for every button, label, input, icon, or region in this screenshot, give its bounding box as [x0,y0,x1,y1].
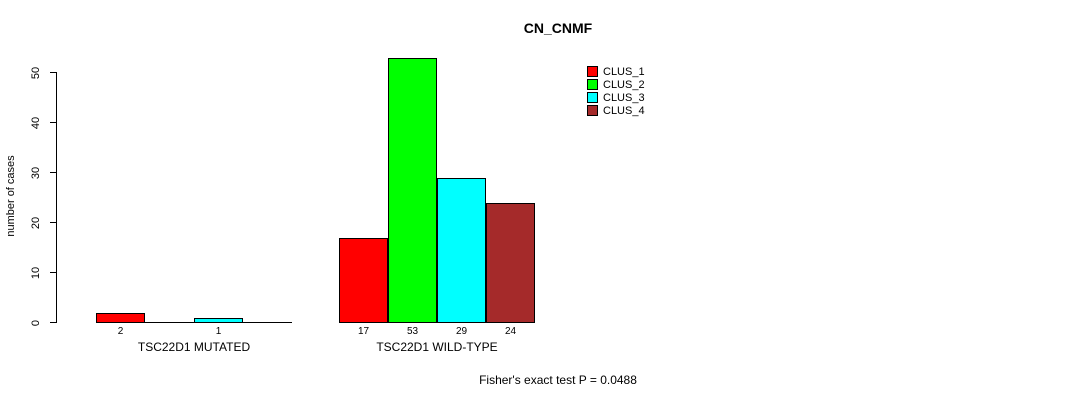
zero-bar-clus_4-tsc22d1-mutated [243,322,292,323]
y-axis-label: number of cases [5,155,17,237]
bar-count-label: 17 [357,326,370,337]
legend-swatch-clus_1 [587,66,598,77]
legend-label: CLUS_1 [603,65,645,78]
legend-item-clus_1: CLUS_1 [587,65,645,78]
bar-count-label: 53 [406,326,419,337]
y-tick-label: 10 [30,266,42,279]
legend: CLUS_1 CLUS_2 CLUS_3 CLUS_4 [587,65,645,117]
legend-label: CLUS_2 [603,78,645,91]
bar-clus_1-tsc22d1-wild-type [339,238,388,323]
y-tick-label: 20 [30,216,42,229]
y-tick-label: 40 [30,116,42,129]
bar-clus_3-tsc22d1-wild-type [437,178,486,323]
legend-item-clus_2: CLUS_2 [587,78,645,91]
group-label-tsc22d1-mutated: TSC22D1 MUTATED [137,340,251,354]
group-label-tsc22d1-wild-type: TSC22D1 WILD-TYPE [376,340,498,354]
legend-swatch-clus_4 [587,105,598,116]
bar-count-label: 29 [455,326,468,337]
stat-test-result: Fisher's exact test P = 0.0488 [479,373,637,387]
y-axis-line [56,73,57,323]
legend-swatch-clus_3 [587,92,598,103]
y-tick-mark [50,172,57,173]
legend-label: CLUS_3 [603,91,645,104]
chart-title: CN_CNMF [523,20,593,36]
bar-group-tsc22d1-mutated: 2 1 TSC22D1 MUTATED [96,0,292,400]
y-tick-label: 30 [30,166,42,179]
bar-clus_2-tsc22d1-wild-type [388,58,437,323]
legend-item-clus_4: CLUS_4 [587,104,645,117]
bar-clus_4-tsc22d1-wild-type [486,203,535,323]
y-tick-mark [50,272,57,273]
bar-count-label: 2 [117,326,124,337]
y-tick-label: 0 [30,319,42,326]
y-tick-mark [50,322,57,323]
legend-label: CLUS_4 [603,104,645,117]
y-tick-label: 50 [30,66,42,79]
bar-clus_1-tsc22d1-mutated [96,313,145,323]
bar-count-label: 24 [504,326,517,337]
bar-clus_3-tsc22d1-mutated [194,318,243,323]
legend-swatch-clus_2 [587,79,598,90]
zero-bar-clus_2-tsc22d1-mutated [145,322,194,323]
y-tick-mark [50,222,57,223]
y-tick-mark [50,72,57,73]
bar-group-tsc22d1-wild-type: 17 53 29 24 TSC22D1 WILD-TYPE [339,0,535,400]
legend-item-clus_3: CLUS_3 [587,91,645,104]
y-tick-mark [50,122,57,123]
bar-count-label: 1 [215,326,222,337]
